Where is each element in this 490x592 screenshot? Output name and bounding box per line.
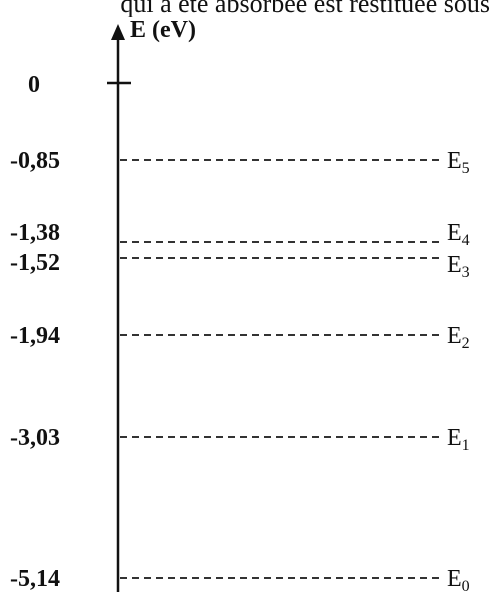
level-name-label: E5: [447, 148, 470, 177]
axis-label: E (eV): [130, 17, 196, 43]
level-name-label: E4: [447, 220, 470, 249]
energy-level-e1: -3,03 E1: [10, 425, 470, 454]
level-name-label: E1: [447, 425, 470, 454]
level-name-label: E2: [447, 323, 470, 352]
level-value-label: -0,85: [10, 148, 60, 174]
energy-level-e2: -1,94 E2: [10, 323, 470, 352]
axis-arrowhead: [111, 24, 125, 40]
level-value-label: -3,03: [10, 425, 60, 451]
energy-axis: E (eV) 0: [28, 17, 196, 592]
level-name-label: E0: [447, 566, 470, 592]
energy-level-e4: -1,38 E4: [10, 220, 470, 249]
zero-label: 0: [28, 72, 40, 98]
level-value-label: -5,14: [10, 566, 60, 592]
energy-level-e3: -1,52 E3: [10, 250, 470, 281]
level-value-label: -1,38: [10, 220, 60, 246]
level-name-label: E3: [447, 252, 470, 281]
level-value-label: -1,52: [10, 250, 60, 276]
energy-level-e5: -0,85 E5: [10, 148, 470, 177]
energy-level-e0: -5,14 E0: [10, 566, 470, 592]
level-value-label: -1,94: [10, 323, 60, 349]
header-text-fragment: qui a été absorbée est restituée sous: [120, 0, 490, 17]
energy-levels: -0,85 E5 -1,38 E4 -1,52 E3 -1,94 E2 -3,03 E1 -5,14…: [10, 148, 470, 592]
